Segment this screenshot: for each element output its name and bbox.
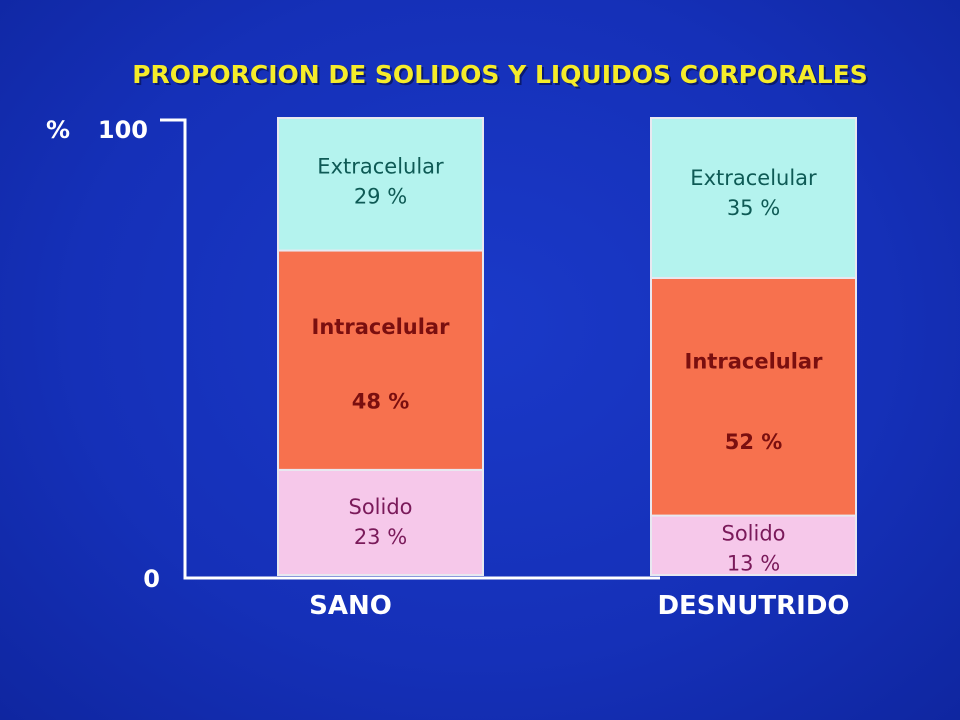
- category-label-desnutrido: DESNUTRIDO: [657, 591, 849, 621]
- category-label-sano: SANO: [309, 591, 392, 621]
- category-labels: SANO DESNUTRIDO: [309, 591, 849, 621]
- value-label-intracelular-sano: 48 %: [352, 389, 410, 413]
- series-label-extracelular-desnutrido: Extracelular: [690, 166, 817, 190]
- y-tick-min: 0: [143, 565, 160, 593]
- value-label-extracelular-desnutrido: 35 %: [727, 196, 780, 220]
- bars-layer: Solido 23 % Intracelular 48 % Extracelular 29…: [277, 117, 857, 577]
- series-label-intracelular-desnutrido: Intracelular: [685, 349, 824, 373]
- series-label-solido-desnutrido: Solido: [721, 522, 785, 546]
- series-label-intracelular-sano: Intracelular: [312, 315, 451, 339]
- value-label-solido-desnutrido: 13 %: [727, 552, 780, 576]
- chart-title: PROPORCION DE SOLIDOS Y LIQUIDOS CORPORA…: [132, 60, 868, 89]
- bar-segment-extracelular-sano: [277, 117, 484, 252]
- y-axis-label: %: [46, 116, 70, 144]
- series-label-solido-sano: Solido: [348, 495, 412, 519]
- bar-segment-intracelular-sano: [277, 249, 484, 471]
- bar-segment-solido-sano: [277, 468, 484, 577]
- value-label-solido-sano: 23 %: [354, 525, 407, 549]
- axes: % 100 0: [46, 116, 660, 593]
- value-label-intracelular-desnutrido: 52 %: [725, 430, 783, 454]
- bar-segment-intracelular-desnutrido: [650, 276, 857, 517]
- series-label-extracelular-sano: Extracelular: [317, 155, 444, 179]
- bar-segment-extracelular-desnutrido: [650, 117, 857, 279]
- y-axis-line: [160, 118, 660, 580]
- y-tick-max: 100: [98, 116, 148, 144]
- value-label-extracelular-sano: 29 %: [354, 185, 407, 209]
- bar-segment-solido-desnutrido: [650, 514, 857, 577]
